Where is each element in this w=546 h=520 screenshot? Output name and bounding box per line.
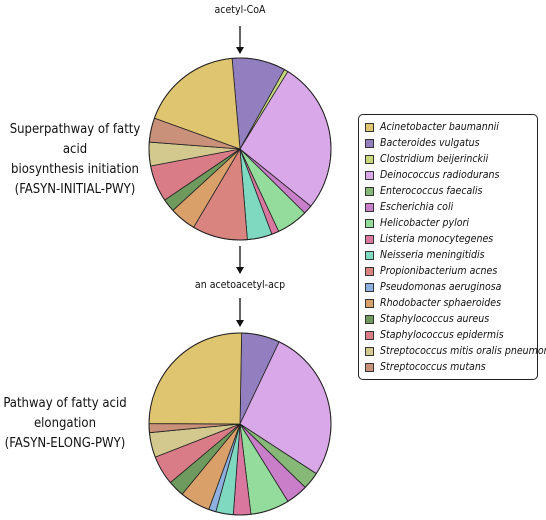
legend-label: Neisseria meningitidis (380, 249, 485, 261)
legend-label: Deinococcus radiodurans (380, 169, 500, 181)
legend-item: Enterococcus faecalis (365, 183, 537, 199)
legend-label: Staphylococcus aureus (380, 313, 490, 325)
legend-item: Escherichia coli (365, 199, 537, 215)
pie-chart-initiation (148, 57, 332, 241)
metabolite-acetyl-coa: acetyl-CoA (214, 4, 266, 16)
legend-label: Rhodobacter sphaeroides (380, 297, 502, 309)
legend-item: Acinetobacter baumannii (365, 119, 537, 135)
legend-swatch (365, 170, 374, 180)
pathway-title-elongation-line1: Pathway of fatty acid (3, 396, 127, 411)
pathway-title-initiation-line1: Superpathway of fatty acid (9, 122, 141, 157)
pathway-title-initiation: Superpathway of fatty acid biosynthesis … (0, 120, 150, 200)
legend-swatch (365, 346, 374, 356)
legend-swatch (365, 266, 374, 276)
legend-label: Acinetobacter baumannii (380, 121, 499, 133)
legend-item: Pseudomonas aeruginosa (365, 279, 537, 295)
legend-item: Streptococcus mutans (365, 359, 537, 375)
legend-item: Helicobacter pylori (365, 215, 537, 231)
pathway-title-elongation-line3: (FASYN-ELONG-PWY) (4, 436, 126, 451)
legend-label: Streptococcus mutans (380, 361, 486, 373)
legend-swatch (365, 234, 374, 244)
legend-label: Clostridium beijerinckii (380, 153, 489, 165)
legend-swatch (365, 314, 374, 324)
pathway-title-initiation-line2: biosynthesis initiation (11, 162, 139, 177)
legend-item: Propionibacterium acnes (365, 263, 537, 279)
legend-swatch (365, 218, 374, 228)
legend-label: Listeria monocytegenes (380, 233, 494, 245)
legend-label: Helicobacter pylori (380, 217, 470, 229)
pie-outline (148, 332, 332, 516)
legend-item: Streptococcus mitis oralis pneumoniae (365, 343, 546, 359)
legend-item: Staphylococcus aureus (365, 311, 537, 327)
legend-swatch (365, 250, 374, 260)
legend-swatch (365, 298, 374, 308)
legend-item: Staphylococcus epidermis (365, 327, 537, 343)
pie-outline (148, 57, 332, 241)
species-legend: Acinetobacter baumannii Bacteroides vulga… (358, 114, 546, 380)
legend-label: Bacteroides vulgatus (380, 137, 480, 149)
pathway-title-elongation-line2: elongation (33, 416, 96, 431)
legend-swatch (365, 282, 374, 292)
legend-label: Staphylococcus epidermis (380, 329, 504, 341)
legend-item: Deinococcus radiodurans (365, 167, 537, 183)
legend-swatch (365, 202, 374, 212)
legend-label: Pseudomonas aeruginosa (380, 281, 502, 293)
legend-item: Rhodobacter sphaeroides (365, 295, 537, 311)
legend-item: Bacteroides vulgatus (365, 135, 537, 151)
pie-slice (148, 332, 242, 425)
legend-swatch (365, 362, 374, 372)
pie-chart-elongation (148, 332, 332, 516)
pathway-title-elongation: Pathway of fatty acid elongation (FASYN-… (0, 394, 130, 454)
legend-label: Propionibacterium acnes (380, 265, 498, 277)
legend-label: Streptococcus mitis oralis pneumoniae (380, 345, 546, 357)
legend-item: Clostridium beijerinckii (365, 151, 537, 167)
legend-swatch (365, 154, 374, 164)
metabolite-acetoacetyl-acp: an acetoacetyl-acp (194, 279, 286, 291)
legend-swatch (365, 330, 374, 340)
legend-swatch (365, 138, 374, 148)
legend-label: Enterococcus faecalis (380, 185, 483, 197)
legend-item: Neisseria meningitidis (365, 247, 537, 263)
legend-swatch (365, 122, 374, 132)
legend-label: Escherichia coli (380, 201, 454, 213)
pathway-title-initiation-line3: (FASYN-INITIAL-PWY) (14, 182, 136, 197)
legend-swatch (365, 186, 374, 196)
legend-item: Listeria monocytegenes (365, 231, 537, 247)
